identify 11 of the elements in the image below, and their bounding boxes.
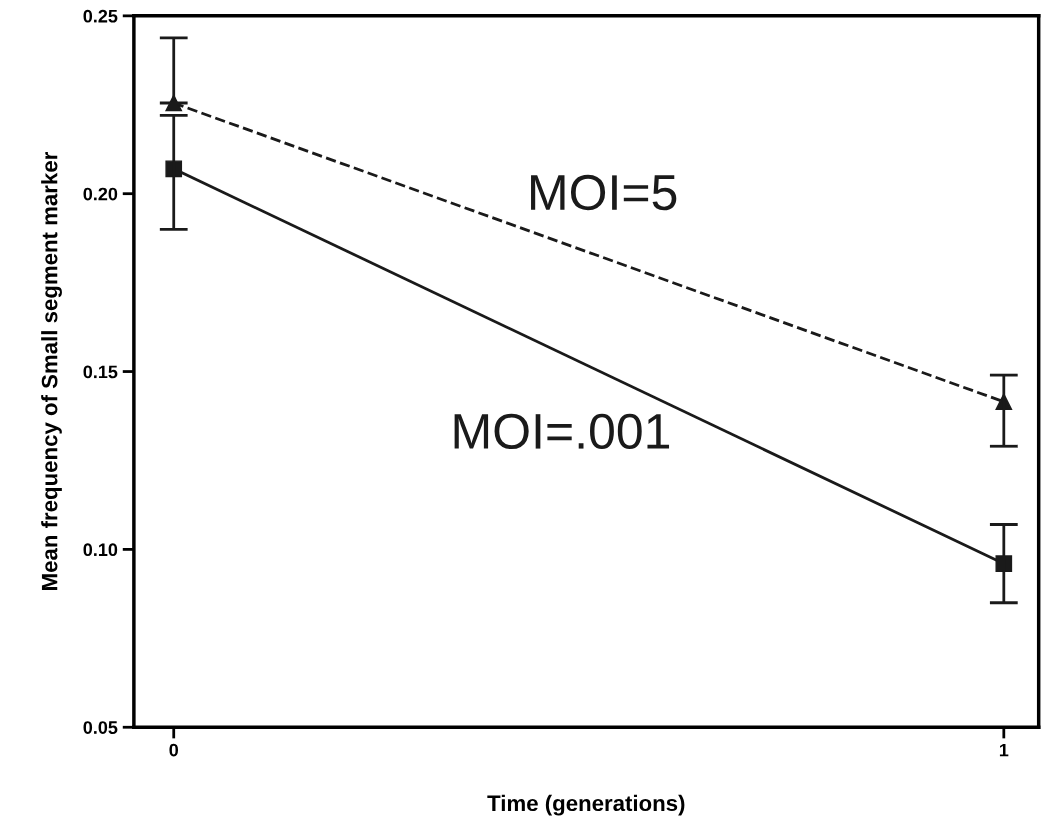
y-tick-label: 0.20 [83,187,118,201]
x-tick-label: 0 [169,743,179,757]
series-label: MOI=.001 [454,413,670,450]
y-tick-label: 0.10 [83,543,118,557]
y-tick-label: 0.25 [83,9,118,23]
y-tick-label: 0.05 [83,721,118,734]
y-tick-label: 0.15 [83,365,118,379]
x-axis-title: Time (generations) [487,794,685,816]
series-label: MOI=5 [531,174,677,211]
x-tick-label: 1 [999,743,1009,757]
y-axis-title: Mean frequency of Small segment marker [41,152,62,590]
